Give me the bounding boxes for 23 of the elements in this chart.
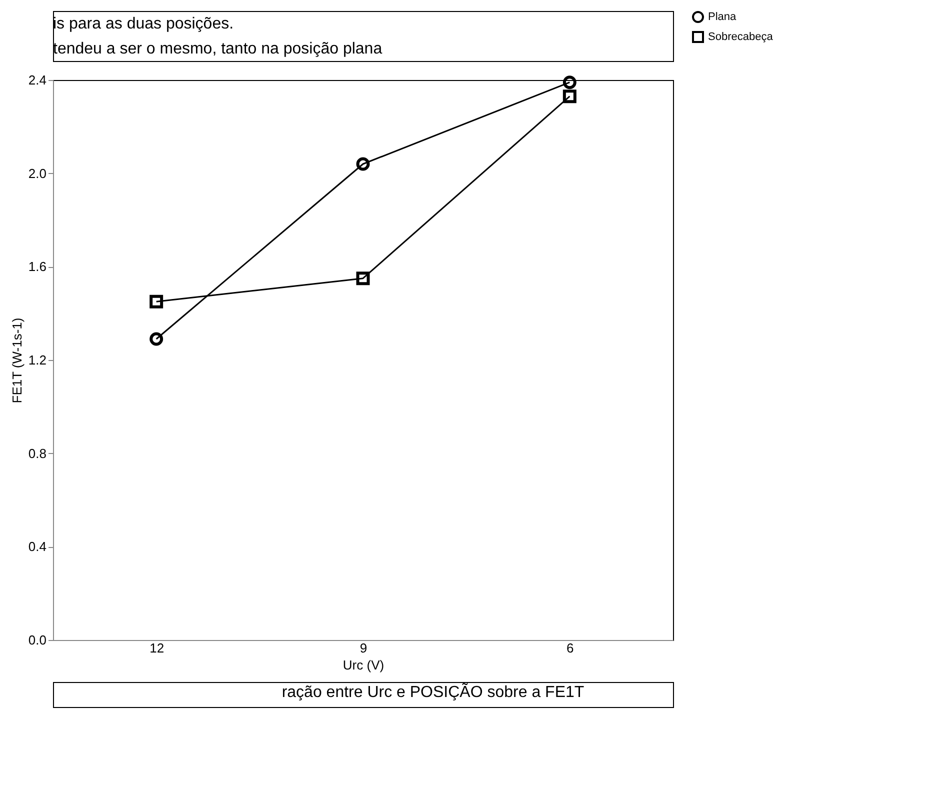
y-tick-label: 0.4 — [28, 539, 46, 554]
y-tick-label: 1.6 — [28, 259, 46, 274]
point — [356, 272, 370, 286]
y-axis-title: FE1T (W-1s-1) — [9, 318, 24, 404]
text: ração entre Urc e POSIÇÃO sobre a FE1T — [282, 682, 584, 701]
legend-label: Sobrecabeça — [708, 31, 774, 43]
text: 2.0 — [28, 166, 46, 181]
point — [150, 332, 164, 346]
point — [150, 294, 164, 308]
x-tick-label: 9 — [360, 640, 368, 656]
text: is para as duas posições. — [53, 16, 234, 32]
text: 0.0 — [28, 632, 46, 648]
y-tick-label: 2.4 — [28, 72, 46, 88]
y-tick-label: 0.8 — [28, 446, 46, 461]
point — [562, 76, 576, 90]
x-axis-title: Urc (V) — [342, 658, 384, 672]
legend-label: Plana — [708, 11, 738, 23]
point — [562, 90, 576, 104]
y-tick-label: 1.2 — [28, 352, 46, 368]
x-tick-label: 12 — [150, 640, 164, 656]
point — [356, 157, 370, 171]
text: tendeu a ser o mesmo, tanto na posição plana — [53, 40, 382, 58]
x-tick-label: 6 — [566, 640, 574, 656]
